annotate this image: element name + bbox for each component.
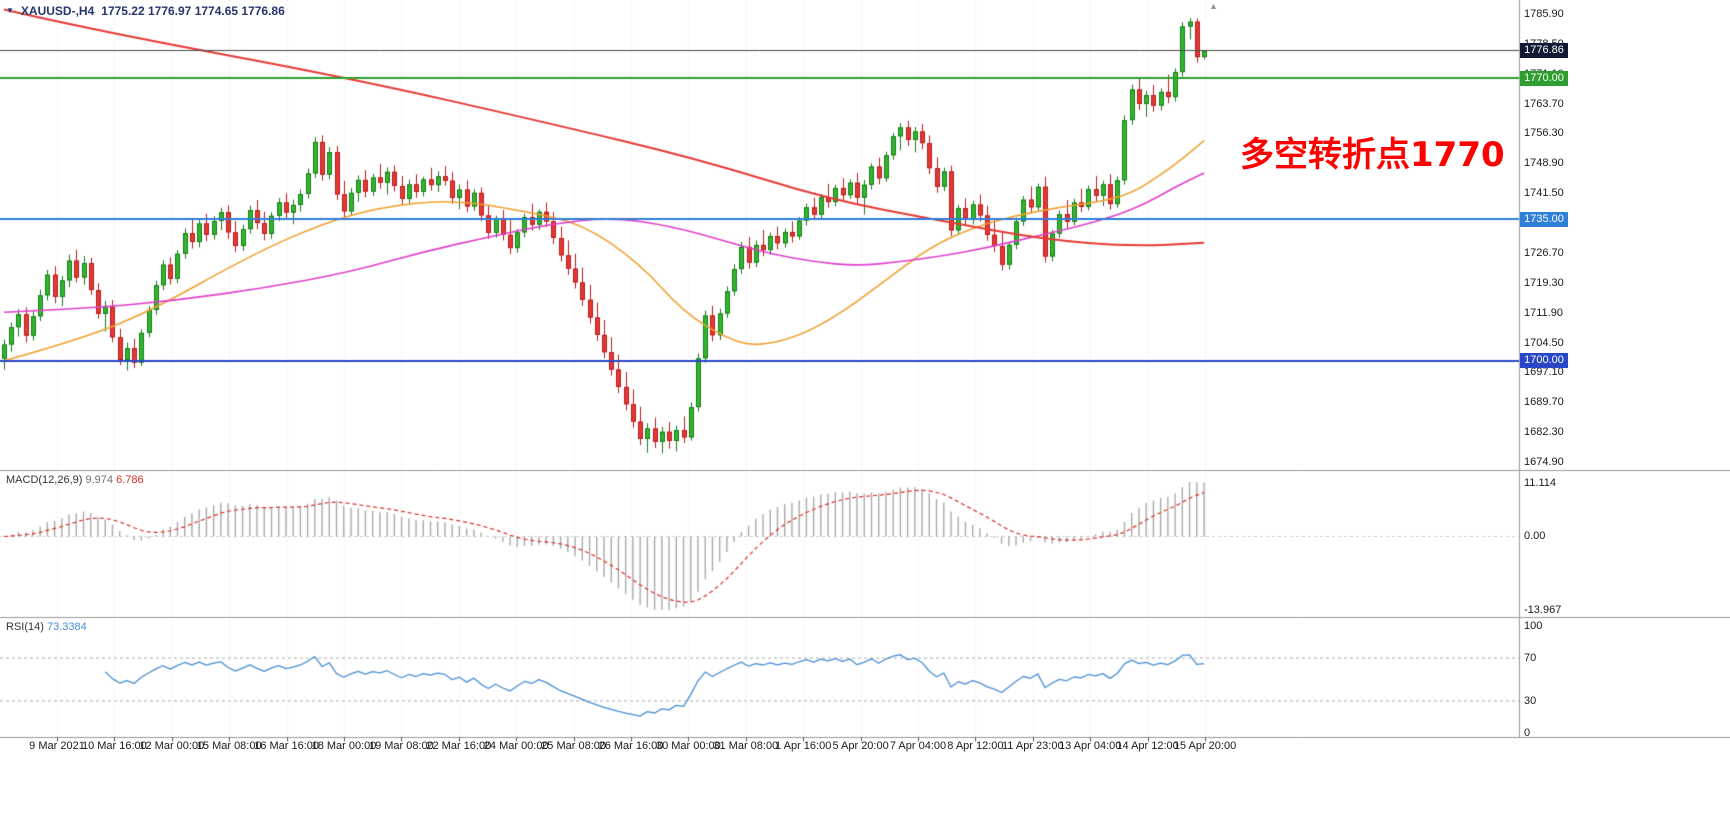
macd-axis-label: -13.967: [1524, 604, 1562, 616]
time-axis-label: 31 Mar 08:00: [713, 740, 779, 752]
time-axis-label: 11 Apr 23:00: [1002, 740, 1064, 752]
macd-axis-label: 0.00: [1524, 530, 1546, 543]
time-axis-label: 19 Mar 08:00: [368, 740, 434, 752]
time-axis-label: 7 Apr 04:00: [889, 740, 947, 752]
symbol-dropdown-icon[interactable]: ▼: [6, 6, 14, 15]
time-axis-label: 22 Mar 16:00: [426, 740, 492, 752]
price-axis-label: 1689.70: [1524, 396, 1564, 409]
time-axis-label: 26 Mar 16:00: [598, 740, 664, 752]
time-axis-label: 13 Apr 04:00: [1058, 740, 1122, 752]
time-axis-label: 30 Mar 00:00: [655, 740, 721, 752]
time-axis-label: 12 Mar 00:00: [139, 740, 205, 752]
level-1735-badge: 1735.00: [1520, 211, 1568, 227]
rsi-axis-label: 30: [1524, 694, 1537, 707]
macd-indicator-label: MACD(12,26,9) 9.974 6.786: [6, 474, 144, 486]
price-axis-label: 1748.90: [1524, 157, 1564, 170]
time-axis-label: 5 Apr 20:00: [832, 740, 889, 752]
price-axis-label: 1674.90: [1524, 456, 1564, 468]
time-axis-label: 9 Mar 2021: [29, 740, 85, 752]
time-axis-label: 14 Apr 12:00: [1116, 740, 1179, 752]
rsi-value: 73.3384: [46, 621, 87, 633]
macd-main-value: 9.974: [85, 474, 114, 486]
price-axis-label: 1756.30: [1524, 127, 1564, 140]
time-axis-label: 1 Apr 16:00: [775, 740, 832, 752]
price-axis-label: 1726.70: [1524, 246, 1564, 259]
price-axis-label: 1763.70: [1524, 97, 1564, 110]
rsi-indicator-label: RSI(14) 73.3384: [6, 621, 87, 633]
rsi-name: RSI(14): [6, 621, 44, 633]
price-axis-label: 1785.90: [1524, 8, 1564, 20]
current-price-badge: 1776.86: [1520, 42, 1568, 58]
macd-signal-value: 6.786: [116, 474, 144, 486]
price-axis-label: 1682.30: [1524, 426, 1564, 439]
price-axis-label: 1704.50: [1524, 336, 1564, 349]
ohlc-values: 1775.22 1776.97 1774.65 1776.86: [101, 4, 285, 18]
annotation-text[interactable]: 多空转折点1770: [1240, 135, 1505, 175]
macd-axis-label: 11.114: [1524, 477, 1557, 489]
price-axis-label: 1711.90: [1524, 306, 1563, 319]
time-axis-label: 25 Mar 08:00: [541, 740, 607, 752]
chart-shift-marker-icon[interactable]: ▲: [1209, 1, 1218, 11]
time-axis-label: 16 Mar 16:00: [254, 740, 320, 752]
price-axis-label: 1697.10: [1524, 366, 1564, 379]
symbol-timeframe-label: XAUUSD-,H4: [20, 4, 95, 18]
time-axis-label: 8 Apr 12:00: [947, 740, 1004, 752]
rsi-axis-label: 0: [1524, 727, 1531, 739]
rsi-axis-label: 70: [1524, 652, 1537, 665]
time-axis-label: 15 Apr 20:00: [1173, 740, 1237, 752]
level-1700-badge: 1700.00: [1520, 353, 1568, 369]
level-1770-badge: 1770.00: [1520, 70, 1568, 86]
time-axis-label: 10 Mar 16:00: [81, 740, 147, 752]
macd-name: MACD(12,26,9): [6, 474, 83, 486]
rsi-axis-label: 100: [1524, 620, 1543, 632]
time-axis-label: 15 Mar 08:00: [196, 740, 262, 752]
price-axis-label: 1719.30: [1524, 276, 1564, 289]
time-axis-label: 18 Mar 00:00: [311, 740, 377, 752]
chart-header: ▼ XAUUSD-,H4 1775.22 1776.97 1774.65 177…: [6, 4, 285, 18]
time-axis-label: 24 Mar 00:00: [483, 740, 549, 752]
price-axis-label: 1741.50: [1524, 187, 1564, 200]
